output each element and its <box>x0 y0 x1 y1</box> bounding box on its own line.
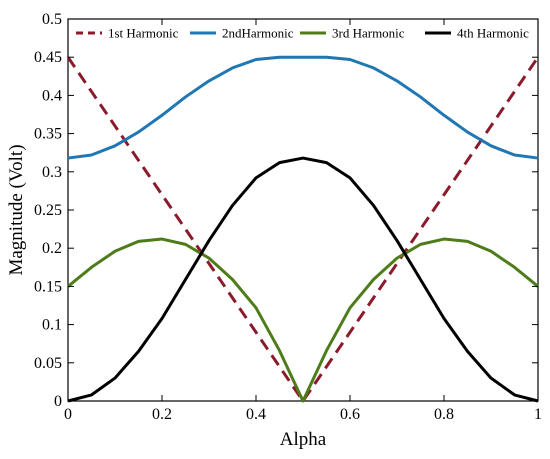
x-tick-label: 0.4 <box>246 406 266 423</box>
legend-label-4: 4th Harmonic <box>457 26 529 41</box>
legend: 1st Harmonic 2ndHarmonic 3rd Harmonic 4th H… <box>76 26 529 41</box>
plot-frame <box>67 18 539 402</box>
legend-label-3: 3rd Harmonic <box>332 26 405 41</box>
y-tick-label: 0.4 <box>42 87 62 104</box>
series-layer <box>66 55 540 403</box>
y-tick-label: 0.25 <box>34 202 62 219</box>
y-tick-label: 0.35 <box>34 126 62 143</box>
y-tick-label: 0.45 <box>34 49 62 66</box>
plot-area <box>67 18 539 402</box>
x-tick-label: 0 <box>64 406 72 423</box>
y-tick-label: 0 <box>54 393 62 410</box>
y-axis-title: Magnitude (Volt) <box>6 144 27 275</box>
y-tick-label: 0.3 <box>42 164 62 181</box>
series-line-2 <box>67 55 539 160</box>
x-tick-label: 1 <box>534 406 542 423</box>
legend-label-2: 2ndHarmonic <box>222 26 294 41</box>
legend-label-1: 1st Harmonic <box>108 26 179 41</box>
y-tick-label: 0.05 <box>34 355 62 372</box>
x-tick-label: 0.6 <box>340 406 360 423</box>
series-line-3 <box>67 237 539 403</box>
y-tick-label: 0.2 <box>42 240 62 257</box>
ticks-layer: 0 0.2 0.4 0.6 0.8 1 0 0.05 0.1 0.15 0.2 0.25 0.3 0.35… <box>34 11 542 423</box>
y-tick-label: 0.5 <box>42 11 62 28</box>
y-tick-label: 0.1 <box>42 317 62 334</box>
y-tick-label: 0.15 <box>34 278 62 295</box>
x-tick-label: 0.2 <box>152 406 172 423</box>
x-axis-title: Alpha <box>280 429 327 450</box>
series-line-4 <box>67 156 539 403</box>
x-tick-label: 0.8 <box>434 406 454 423</box>
series-line-1 <box>66 56 540 403</box>
